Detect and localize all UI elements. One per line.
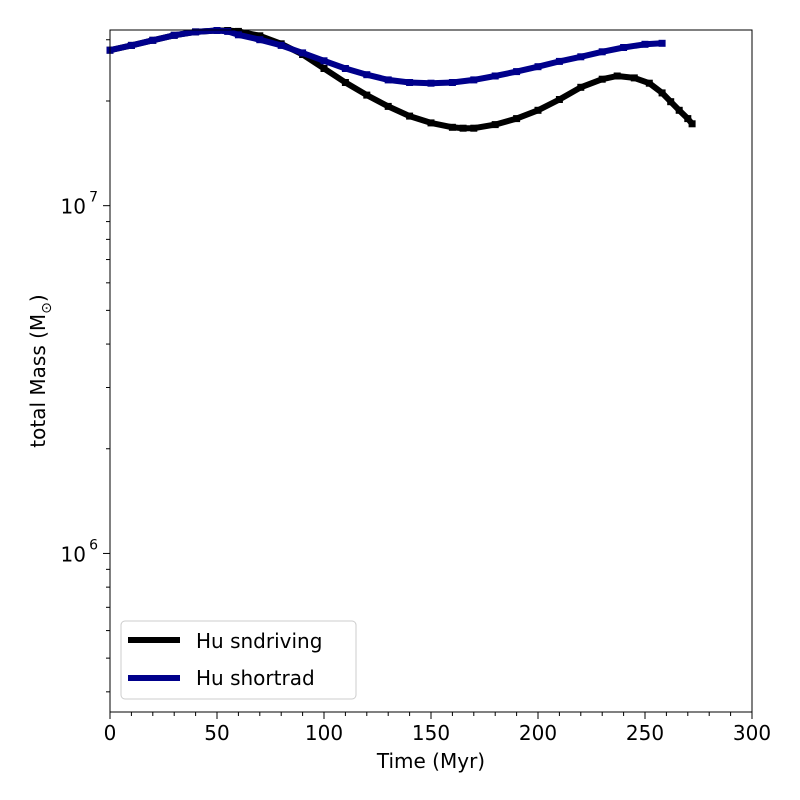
data-point: [513, 115, 521, 123]
data-point: [684, 115, 692, 123]
data-point: [320, 57, 328, 65]
data-point: [170, 31, 178, 39]
y-axis-label-prefix: total Mass (M: [26, 314, 50, 448]
data-point: [363, 71, 371, 79]
data-point: [459, 124, 467, 132]
y-tick-exponent: 7: [89, 190, 98, 206]
data-point: [127, 41, 135, 49]
y-axis-label-subscript: ⊙: [39, 302, 55, 314]
data-point: [613, 72, 621, 80]
data-point: [513, 68, 521, 76]
y-tick-label: 10: [61, 195, 86, 219]
data-point: [658, 89, 666, 97]
data-point: [534, 106, 542, 114]
y-axis-label: total Mass (M⊙): [26, 294, 55, 447]
x-tick-label: 100: [305, 721, 343, 745]
data-point: [384, 76, 392, 84]
data-point: [406, 79, 414, 86]
data-point: [149, 36, 157, 44]
data-point: [256, 32, 264, 40]
x-axis-ticks: 0 50 100 150 200 250 300: [104, 712, 771, 745]
data-point: [598, 48, 606, 56]
data-point: [448, 79, 456, 86]
data-point: [491, 121, 499, 129]
data-point: [555, 96, 563, 103]
data-point: [577, 53, 585, 61]
data-point: [224, 27, 232, 35]
data-point: [234, 31, 242, 39]
data-point: [641, 40, 649, 48]
y-axis-label-suffix: ): [26, 294, 50, 302]
data-point: [427, 79, 435, 87]
y-tick-exponent: 6: [89, 537, 98, 553]
data-point: [491, 72, 499, 80]
x-tick-label: 50: [204, 721, 229, 745]
data-point: [688, 120, 696, 128]
data-point: [534, 63, 542, 71]
data-point: [470, 76, 478, 84]
data-point: [384, 102, 392, 110]
data-point: [448, 123, 456, 131]
data-point: [299, 49, 307, 57]
legend-label-shortrad: Hu shortrad: [196, 666, 315, 690]
data-point: [363, 91, 371, 99]
data-point: [406, 112, 414, 120]
data-point: [341, 65, 349, 72]
data-point: [675, 106, 683, 114]
data-point: [320, 65, 328, 72]
data-point: [256, 36, 264, 44]
x-tick-label: 0: [104, 721, 117, 745]
data-point: [341, 79, 349, 86]
data-point: [620, 44, 628, 51]
data-point: [555, 57, 563, 65]
data-point: [427, 119, 435, 127]
legend-label-sndriving: Hu sndriving: [196, 629, 322, 653]
data-point: [658, 39, 666, 47]
y-tick-label: 10: [61, 542, 86, 566]
data-point: [645, 79, 653, 87]
x-tick-label: 250: [626, 721, 664, 745]
data-point: [277, 41, 285, 49]
data-point: [630, 74, 638, 82]
legend: Hu sndriving Hu shortrad: [120, 620, 357, 700]
x-axis-label: Time (Myr): [376, 749, 485, 773]
x-tick-label: 200: [519, 721, 557, 745]
x-tick-label: 300: [733, 721, 771, 745]
series-line: [109, 27, 663, 87]
data-point: [667, 98, 675, 106]
data-point: [577, 83, 585, 91]
x-tick-label: 150: [412, 721, 450, 745]
data-point: [192, 28, 200, 36]
data-point: [598, 75, 606, 83]
data-point: [470, 124, 478, 132]
